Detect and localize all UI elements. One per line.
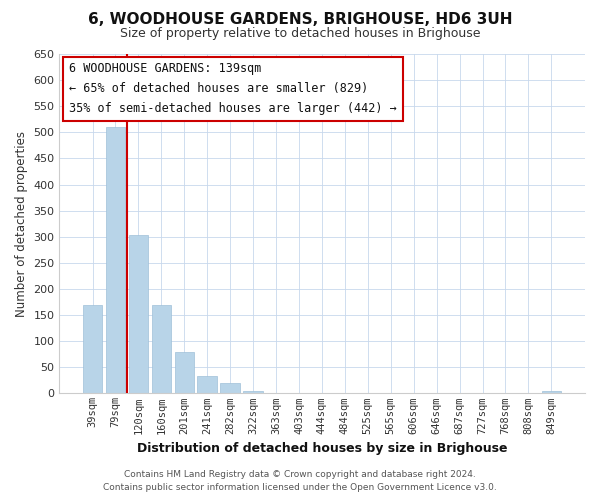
X-axis label: Distribution of detached houses by size in Brighouse: Distribution of detached houses by size …: [137, 442, 507, 455]
Y-axis label: Number of detached properties: Number of detached properties: [15, 130, 28, 316]
Text: 6, WOODHOUSE GARDENS, BRIGHOUSE, HD6 3UH: 6, WOODHOUSE GARDENS, BRIGHOUSE, HD6 3UH: [88, 12, 512, 28]
Bar: [83, 304, 102, 394]
Text: 6 WOODHOUSE GARDENS: 139sqm
← 65% of detached houses are smaller (829)
35% of se: 6 WOODHOUSE GARDENS: 139sqm ← 65% of det…: [70, 62, 397, 116]
Bar: [175, 352, 194, 394]
Text: Contains HM Land Registry data © Crown copyright and database right 2024.
Contai: Contains HM Land Registry data © Crown c…: [103, 470, 497, 492]
Bar: [542, 391, 561, 394]
Bar: [152, 304, 171, 394]
Text: Size of property relative to detached houses in Brighouse: Size of property relative to detached ho…: [120, 28, 480, 40]
Bar: [128, 235, 148, 394]
Bar: [220, 383, 240, 394]
Bar: [244, 391, 263, 394]
Bar: [106, 126, 125, 394]
Bar: [197, 376, 217, 394]
